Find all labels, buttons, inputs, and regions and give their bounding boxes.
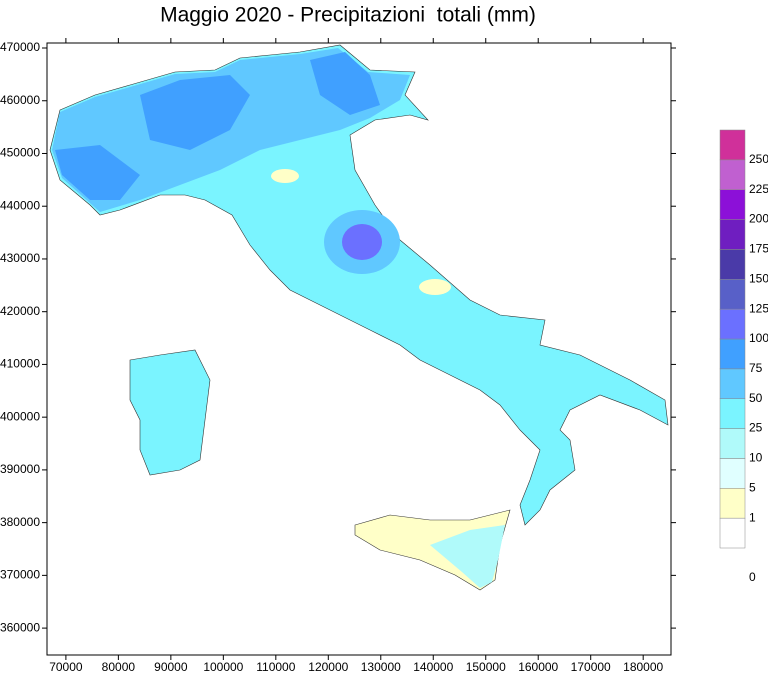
x-tick-label: 140000 [413, 660, 453, 674]
colorbar-band [719, 368, 746, 399]
colorbar-label: 75 [749, 361, 763, 375]
y-tick-label: 410000 [0, 357, 40, 371]
colorbar-band [719, 129, 746, 161]
y-tick-label: 400000 [0, 409, 40, 423]
colorbar-band [719, 517, 746, 549]
y-tick-label: 360000 [0, 620, 40, 634]
colorbar-band [719, 458, 746, 489]
x-tick-label: 110000 [256, 660, 295, 674]
colorbar-band [719, 249, 746, 280]
colorbar-label: 10 [749, 451, 763, 465]
colorbar-band [719, 279, 746, 310]
y-tick-label: 420000 [0, 304, 40, 318]
x-tick-label: 120000 [308, 660, 348, 674]
colorbar-label: 250 [749, 152, 768, 166]
colorbar-label: 50 [749, 391, 763, 405]
colorbar-label: 125 [749, 301, 768, 315]
colorbar-label: 100 [749, 331, 768, 345]
map-shapes [49, 44, 669, 591]
y-tick-label: 470000 [0, 40, 40, 54]
colorbar-label: 5 [749, 480, 756, 494]
x-tick-label: 100000 [203, 660, 243, 674]
y-tick-label: 450000 [0, 146, 40, 160]
y-tick-label: 440000 [0, 198, 40, 212]
sicily-east-area [430, 525, 505, 588]
colorbar-label: 150 [749, 271, 768, 285]
x-tick-label: 160000 [518, 660, 558, 674]
central-peak-area [342, 224, 382, 260]
dry-spot [419, 279, 451, 295]
chart-title: Maggio 2020 - Precipitazioni totali (mm) [160, 4, 536, 27]
colorbar-label: 200 [749, 212, 768, 226]
colorbar-label: 175 [749, 242, 768, 256]
x-tick-label: 130000 [361, 660, 401, 674]
colorbar-band [719, 428, 746, 459]
x-tick-label: 80000 [102, 660, 136, 674]
y-tick-label: 430000 [0, 251, 40, 265]
north-very-wet-area [55, 52, 380, 200]
colorbar-label: 1 [749, 510, 756, 524]
x-tick-label: 70000 [49, 660, 83, 674]
colorbar-label: 225 [749, 182, 768, 196]
plot-frame [46, 42, 672, 656]
sardinia [129, 349, 211, 476]
colorbar-band [719, 338, 746, 370]
x-tick-label: 90000 [154, 660, 188, 674]
y-tick-label: 390000 [0, 462, 40, 476]
colorbar-band [719, 189, 746, 220]
y-tick-label: 460000 [0, 93, 40, 107]
x-tick-label: 150000 [466, 660, 506, 674]
x-tick-label: 180000 [623, 660, 663, 674]
colorbar-label: 25 [749, 421, 763, 435]
colorbar-band [719, 159, 746, 190]
dry-spot [271, 169, 299, 183]
y-tick-label: 370000 [0, 568, 40, 582]
colorbar-band [719, 398, 746, 429]
colorbar-band [719, 219, 746, 250]
colorbar-band [719, 488, 746, 519]
x-tick-label: 170000 [571, 660, 611, 674]
y-tick-label: 380000 [0, 515, 40, 529]
colorbar-label: 0 [749, 570, 756, 584]
colorbar-band [719, 308, 746, 340]
